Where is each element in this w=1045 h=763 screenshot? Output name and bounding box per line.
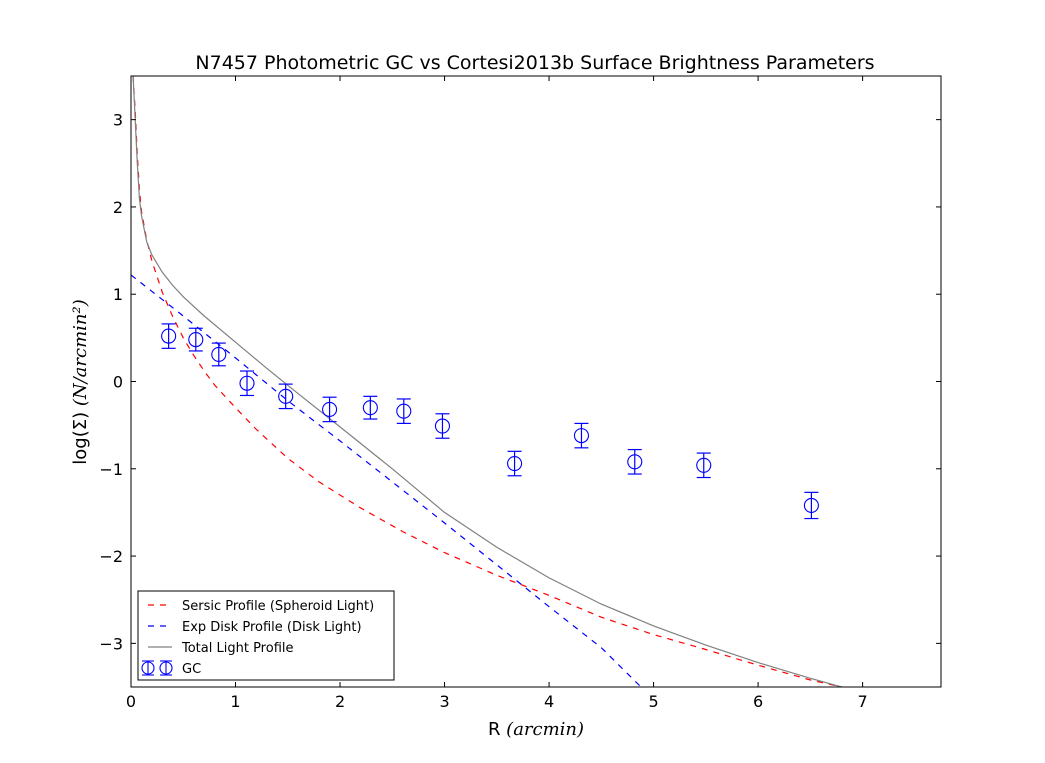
x-axis-title-math: (arcmin) xyxy=(506,719,584,740)
plot-area xyxy=(130,75,942,688)
gc-data-point xyxy=(573,422,590,449)
gc-data-point xyxy=(211,342,227,367)
y-tick-label: 2 xyxy=(113,198,123,217)
legend-item: Sersic Profile (Spheroid Light) xyxy=(148,599,374,614)
gc-data-point xyxy=(507,450,523,477)
gc-marker xyxy=(803,497,819,513)
legend-label: Exp Disk Profile (Disk Light) xyxy=(182,620,362,635)
gc-data-point xyxy=(396,398,412,424)
gc-data-point xyxy=(239,370,255,397)
gc-data-point xyxy=(434,413,451,439)
gc-marker xyxy=(239,375,255,391)
series-line-0 xyxy=(132,76,842,687)
legend-label: GC xyxy=(182,662,201,677)
legend-item: GC xyxy=(141,660,201,677)
gc-marker xyxy=(322,401,338,417)
x-axis: 0 1 2 3 4 5 6 7 xyxy=(126,76,868,711)
legend-item: Total Light Profile xyxy=(148,641,294,656)
plot-background xyxy=(131,76,941,687)
gc-marker xyxy=(507,455,523,472)
y-tick-label: −2 xyxy=(99,547,123,566)
gc-marker xyxy=(278,388,294,404)
gc-data-point xyxy=(803,491,819,520)
x-axis-title-text: R xyxy=(488,719,506,740)
x-tick-label: 6 xyxy=(753,692,763,711)
legend-label: Total Light Profile xyxy=(181,641,294,656)
y-tick-label: −3 xyxy=(99,634,123,653)
gc-data-point xyxy=(696,452,712,479)
gc-data-point xyxy=(161,323,177,349)
gc-data-point xyxy=(322,396,338,423)
y-tick-label: 3 xyxy=(113,111,123,130)
y-axis-title-text: log(Σ) xyxy=(70,406,91,465)
legend-label: Sersic Profile (Spheroid Light) xyxy=(182,599,374,614)
legend: Sersic Profile (Spheroid Light) Exp Disk … xyxy=(137,590,395,681)
legend-item: Exp Disk Profile (Disk Light) xyxy=(148,620,362,635)
series-layer xyxy=(131,76,842,687)
y-tick-label: −1 xyxy=(99,460,123,479)
errorbar-layer xyxy=(161,323,819,520)
gc-marker xyxy=(188,332,204,348)
series-line-1 xyxy=(131,274,642,687)
gc-marker xyxy=(434,418,451,434)
x-tick-label: 4 xyxy=(544,692,554,711)
series-line-2 xyxy=(132,76,842,687)
gc-marker xyxy=(696,457,712,473)
gc-data-point xyxy=(188,327,204,352)
chart-title: N7457 Photometric GC vs Cortesi2013b Sur… xyxy=(195,52,874,74)
y-tick-label: 0 xyxy=(113,373,123,392)
gc-marker xyxy=(396,403,412,419)
x-tick-label: 0 xyxy=(126,692,136,711)
x-tick-label: 1 xyxy=(230,692,240,711)
gc-marker xyxy=(573,428,590,444)
x-axis-title: R (arcmin) xyxy=(488,719,584,740)
y-axis: −3 −2 −1 0 1 2 3 xyxy=(99,111,941,653)
y-tick-label: 1 xyxy=(113,285,123,304)
x-tick-label: 3 xyxy=(439,692,449,711)
gc-marker xyxy=(627,454,643,470)
legend-marker xyxy=(141,661,155,675)
gc-marker xyxy=(211,346,227,362)
x-tick-label: 2 xyxy=(335,692,345,711)
y-axis-title: log(Σ) (N/arcmin²) xyxy=(70,299,91,465)
legend-box xyxy=(137,590,395,681)
gc-data-point xyxy=(278,383,294,410)
legend-marker xyxy=(159,661,173,675)
gc-data-point xyxy=(362,395,378,420)
gc-data-point xyxy=(627,448,643,475)
x-tick-label: 5 xyxy=(648,692,658,711)
gc-marker xyxy=(362,400,378,416)
x-tick-label: 7 xyxy=(858,692,868,711)
gc-marker xyxy=(161,328,177,344)
y-axis-title-math: (N/arcmin²) xyxy=(70,299,91,406)
